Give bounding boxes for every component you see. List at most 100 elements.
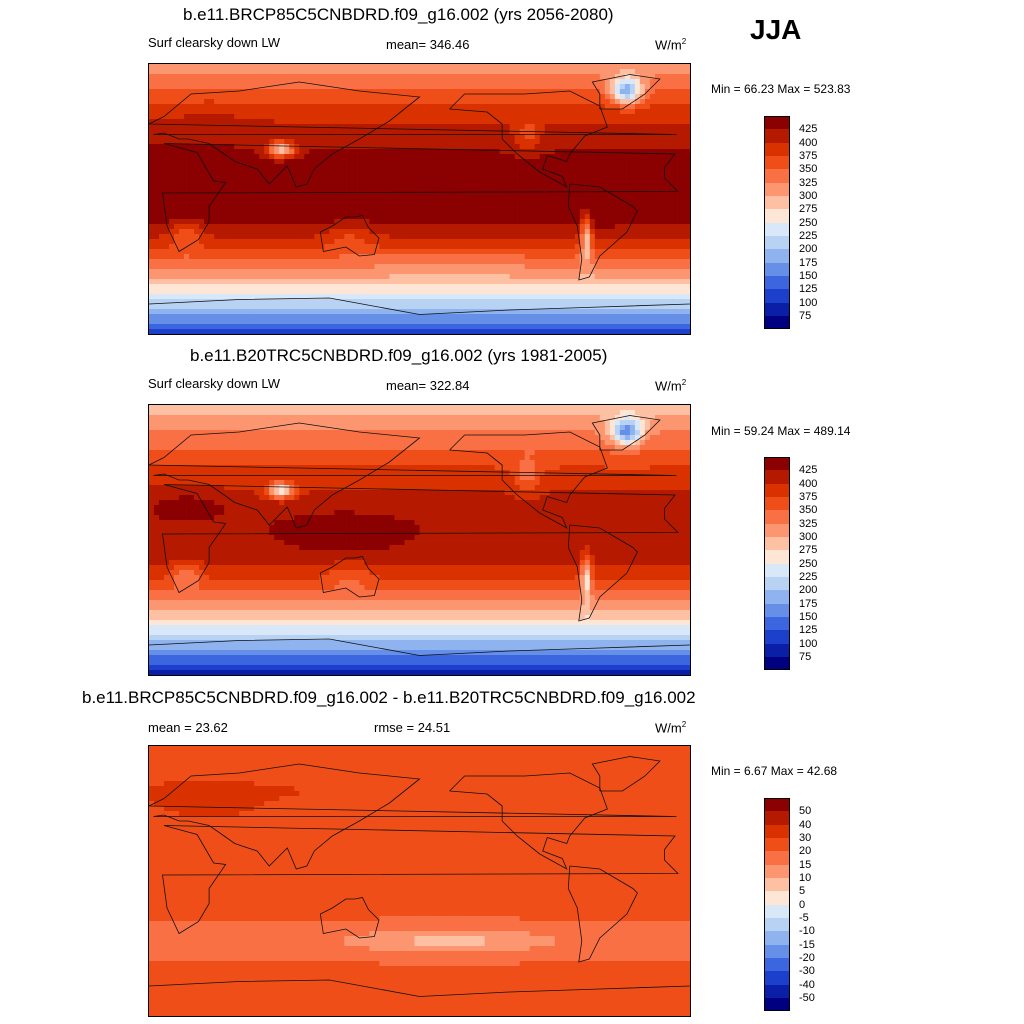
field-cell [424,99,431,105]
field-cell [304,259,310,265]
field-cell [459,199,466,205]
field-cell [644,149,651,155]
field-cell [364,184,371,190]
field-cell [409,99,416,105]
field-cell [659,79,666,85]
field-cell [664,74,671,80]
field-cell [594,109,601,115]
field-cell [489,74,496,80]
field-cell [494,99,501,105]
field-cell [379,189,386,195]
field-cell [149,104,155,110]
field-cell [349,79,355,85]
field-cell [529,89,536,95]
field-cell [614,159,621,165]
field-cell [399,159,406,165]
field-cell [504,184,511,190]
field-cell [389,254,396,260]
field-cell [414,284,421,290]
field-cell [379,234,386,240]
field-cell [294,214,300,220]
field-cell [369,74,376,80]
field-cell [579,84,586,90]
field-cell [494,224,501,230]
field-cell [469,99,476,105]
field-cell [154,159,160,165]
field-cell [409,149,416,155]
field-cell [479,259,486,265]
field-cell [619,224,626,230]
field-cell [529,264,536,270]
field-cell [489,269,496,275]
field-cell [439,249,446,255]
field-cell [674,214,681,220]
field-cell [444,74,451,80]
field-cell [619,129,626,135]
field-cell [649,269,656,275]
field-cell [229,144,235,150]
field-cell [424,254,431,260]
field-cell [294,259,300,265]
field-cell [624,129,631,135]
field-cell [344,254,350,260]
field-cell [499,289,506,295]
field-cell [469,269,476,275]
field-cell [204,114,210,120]
field-cell [264,149,270,155]
field-cell [269,259,275,265]
field-cell [184,234,190,240]
field-cell [684,184,690,190]
field-cell [354,264,360,270]
field-cell [364,124,371,130]
field-cell [374,119,381,125]
field-cell [349,124,355,130]
field-cell [239,279,245,285]
field-cell [464,119,471,125]
field-cell [204,124,210,130]
field-cell [364,69,371,75]
field-cell [354,124,360,130]
field-cell [319,149,325,155]
field-cell [349,149,355,155]
field-cell [224,139,230,145]
field-cell [394,64,401,70]
field-cell [164,204,170,210]
field-cell [209,289,215,295]
field-cell [419,79,426,85]
field-cell [474,169,481,175]
field-cell [564,139,571,145]
field-cell [644,119,651,125]
field-cell [584,139,591,145]
field-cell [464,194,471,200]
field-cell [234,109,240,115]
field-cell [474,164,481,170]
field-cell [609,64,616,70]
field-cell [149,204,155,210]
field-cell [614,134,621,140]
field-cell [344,94,350,100]
field-cell [259,79,265,85]
field-cell [329,269,335,275]
field-cell [669,134,676,140]
field-cell [659,159,666,165]
field-cell [184,129,190,135]
field-cell [354,259,360,265]
field-cell [524,154,531,160]
field-cell [224,289,230,295]
field-cell [554,74,561,80]
field-cell [329,279,335,285]
field-cell [519,244,526,250]
field-cell [219,294,225,300]
field-cell [559,159,566,165]
field-cell [279,269,285,275]
field-cell [614,149,621,155]
field-cell [524,79,531,85]
field-cell [444,274,451,280]
field-cell [579,104,586,110]
field-cell [324,89,330,95]
field-cell [639,199,646,205]
field-cell [594,89,601,95]
field-cell [149,194,155,200]
field-cell [609,224,616,230]
field-cell [149,269,155,275]
